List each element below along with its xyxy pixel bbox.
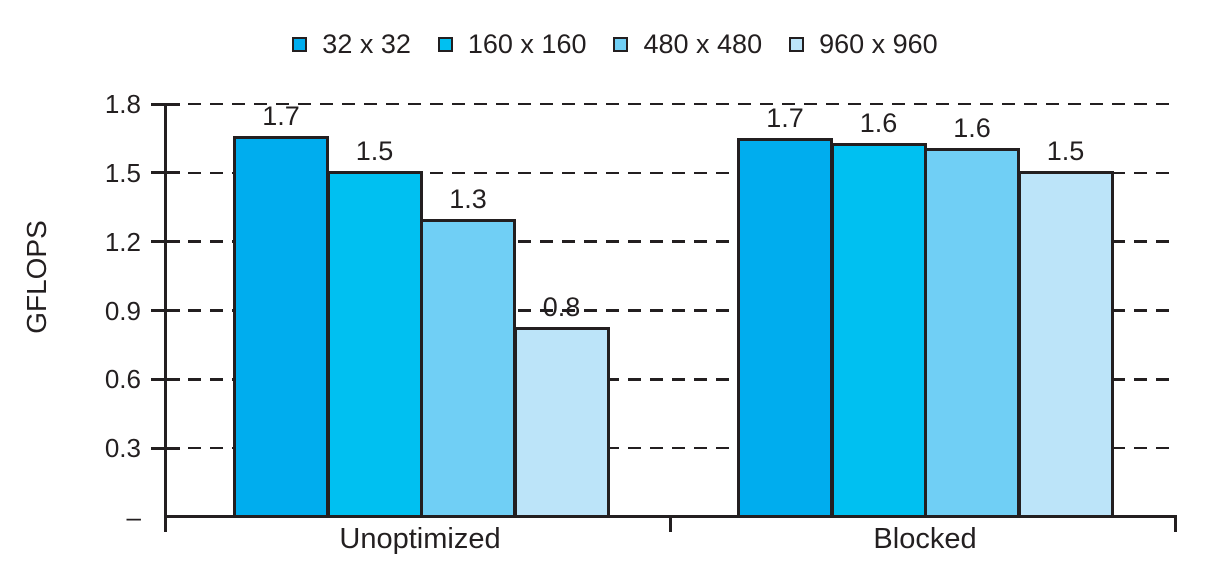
y-axis-tick [151, 309, 180, 312]
gridline [166, 309, 1173, 312]
x-axis-line [164, 515, 1177, 518]
bar [420, 218, 516, 518]
y-axis-tick [151, 171, 180, 175]
y-tick-label: 0.3 [104, 433, 141, 464]
bar-value-label: 1.6 [859, 108, 898, 138]
bar-value-label: 1.5 [355, 135, 394, 166]
bar [233, 136, 329, 518]
legend-item: 160 x 160 [437, 24, 587, 64]
y-tick-label: 0.6 [104, 364, 141, 395]
x-axis-tick [164, 517, 167, 532]
bar-value-label: 1.3 [449, 183, 487, 214]
legend-item: 32 x 32 [292, 24, 411, 64]
x-category-label: Blocked [873, 523, 977, 555]
bar-value-label: 0.8 [542, 291, 581, 322]
bar [513, 326, 610, 518]
legend-item: 960 x 960 [789, 24, 938, 64]
x-axis-tick [1174, 517, 1177, 532]
gridline [166, 240, 1173, 243]
y-axis-tick [151, 102, 180, 106]
legend-item-label: 960 x 960 [819, 29, 938, 59]
y-axis-tick [151, 377, 180, 381]
legend-item-label: 480 x 480 [643, 29, 763, 59]
y-axis-line [164, 103, 167, 531]
y-axis-title: GFLOPS [21, 220, 52, 334]
y-tick-label: 1.5 [104, 157, 141, 188]
gridline [166, 171, 1173, 175]
legend-swatch-icon [789, 36, 805, 52]
x-category-label: Unoptimized [339, 523, 501, 555]
legend-swatch-icon [613, 36, 629, 52]
y-tick-label: 1.2 [104, 226, 141, 257]
bar-value-label: 1.6 [953, 112, 991, 143]
bar-value-label: 1.5 [1046, 135, 1085, 166]
y-tick-label: 0.9 [104, 295, 141, 326]
bar [1017, 170, 1114, 518]
bar [830, 143, 927, 518]
bar [924, 147, 1020, 518]
legend-item-label: 32 x 32 [322, 29, 411, 59]
legend-swatch-icon [292, 36, 308, 52]
legend-swatch-icon [437, 36, 453, 52]
legend-item: 480 x 480 [613, 24, 762, 64]
bar [326, 170, 423, 518]
y-axis-tick [151, 240, 180, 244]
gridline [166, 446, 1173, 450]
y-zero-tick-label: – [126, 502, 141, 532]
gridline [166, 378, 1173, 381]
x-axis-tick [668, 517, 672, 532]
chart-legend: 32 x 32 160 x 160 480 x 480 960 x 960 [100, 24, 1130, 64]
bar [737, 138, 833, 518]
bar-value-label: 1.7 [262, 101, 300, 132]
y-axis-tick [151, 446, 180, 450]
legend-item-label: 160 x 160 [467, 29, 587, 59]
gridline [166, 102, 1173, 106]
y-tick-label: 1.8 [104, 89, 141, 119]
bar-value-label: 1.7 [766, 103, 804, 134]
